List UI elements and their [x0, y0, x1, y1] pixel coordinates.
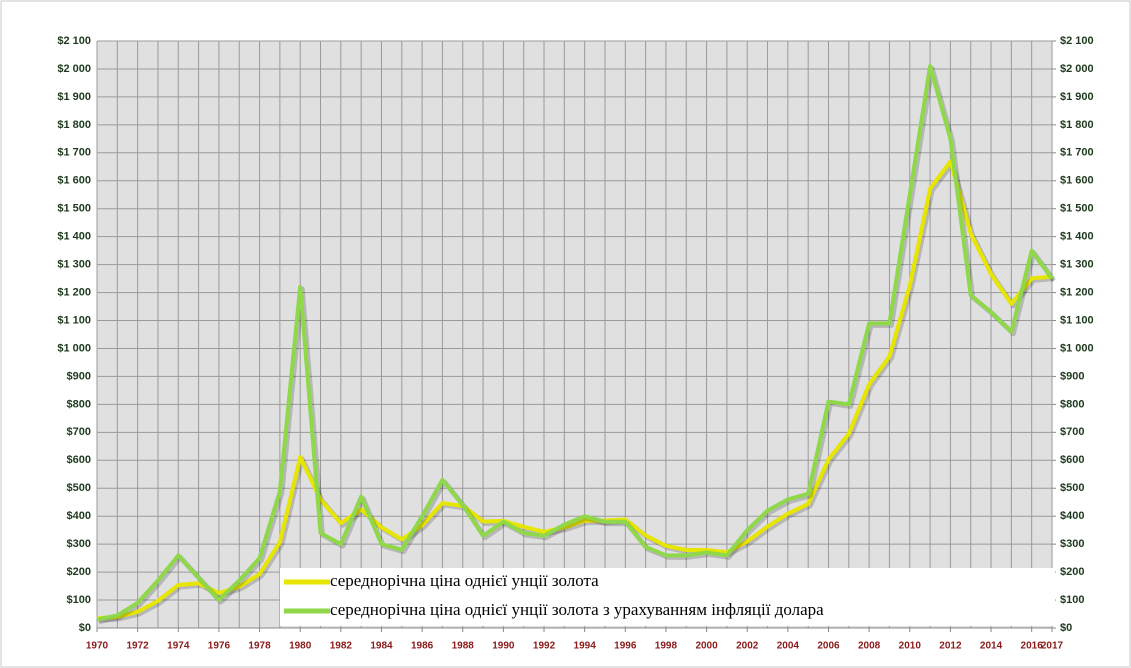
x-tick-label: 2000	[695, 641, 718, 652]
x-tick-label: 2004	[777, 641, 800, 652]
y2-tick-label: $400	[1060, 510, 1084, 522]
y-tick-label: $1 000	[57, 342, 91, 354]
y-tick-label: $1 900	[57, 91, 91, 103]
y-tick-label: $0	[79, 622, 91, 634]
y2-tick-label: $1 500	[1060, 203, 1094, 215]
y-tick-label: $1 700	[57, 147, 91, 159]
y-tick-label: $400	[67, 510, 91, 522]
y-tick-label: $2 100	[57, 35, 91, 47]
y2-tick-label: $1 100	[1060, 314, 1094, 326]
y2-tick-label: $300	[1060, 538, 1084, 550]
plot-area	[97, 41, 1052, 628]
x-tick-label: 1998	[655, 641, 678, 652]
y2-tick-label: $1 200	[1060, 286, 1094, 298]
y2-tick-label: $1 000	[1060, 342, 1094, 354]
y2-tick-label: $900	[1060, 370, 1084, 382]
x-tick-label: 1976	[208, 641, 231, 652]
x-tick-label: 1984	[370, 641, 393, 652]
y-tick-label: $300	[67, 538, 91, 550]
y-tick-label: $600	[67, 454, 91, 466]
legend-label: середнорічна ціна однієї унції золота з …	[330, 600, 824, 619]
y-tick-label: $500	[67, 482, 91, 494]
y-tick-label: $900	[67, 370, 91, 382]
series-line	[96, 64, 1054, 622]
y2-tick-label: $600	[1060, 454, 1084, 466]
y2-tick-label: $2 000	[1060, 63, 1094, 75]
y2-tick-label: $2 100	[1060, 35, 1094, 47]
series-shadow	[98, 160, 1055, 623]
series-line	[96, 159, 1053, 621]
y-tick-label: $100	[67, 594, 91, 606]
x-tick-label: 1982	[330, 641, 353, 652]
x-tick-label: 1970	[86, 641, 109, 652]
x-tick-label: 1988	[452, 641, 475, 652]
y-tick-label: $1 300	[57, 259, 91, 271]
y-tick-label: $1 600	[57, 175, 91, 187]
x-tick-label: 2012	[939, 641, 962, 652]
x-tick-label: 1994	[574, 641, 597, 652]
y2-tick-label: $0	[1060, 622, 1072, 634]
y2-tick-label: $1 800	[1060, 119, 1094, 131]
x-tick-label: 2008	[858, 641, 881, 652]
y-tick-label: $200	[67, 566, 91, 578]
y-tick-label: $2 000	[57, 63, 91, 75]
x-tick-label: 2014	[980, 641, 1003, 652]
x-tick-label: 2010	[899, 641, 922, 652]
x-tick-label: 2002	[736, 641, 759, 652]
x-tick-label: 1992	[533, 641, 556, 652]
y2-tick-label: $700	[1060, 426, 1084, 438]
y-tick-label: $1 200	[57, 286, 91, 298]
x-tick-label: 2017	[1041, 641, 1064, 652]
legend-label: середнорічна ціна однієї унції золота	[330, 571, 599, 590]
x-tick-label: 2016	[1021, 641, 1044, 652]
x-tick-label: 1990	[492, 641, 515, 652]
y2-tick-label: $1 600	[1060, 175, 1094, 187]
y-tick-label: $1 500	[57, 203, 91, 215]
y2-tick-label: $1 400	[1060, 231, 1094, 243]
y2-tick-label: $1 700	[1060, 147, 1094, 159]
x-tick-label: 1978	[248, 641, 271, 652]
y2-tick-label: $1 900	[1060, 91, 1094, 103]
legend-box	[280, 568, 1055, 626]
x-tick-label: 2006	[817, 641, 840, 652]
y-tick-label: $1 100	[57, 314, 91, 326]
x-tick-label: 1980	[289, 641, 312, 652]
y2-tick-label: $1 300	[1060, 259, 1094, 271]
y2-tick-label: $100	[1060, 594, 1084, 606]
y-tick-label: $700	[67, 426, 91, 438]
x-tick-label: 1974	[167, 641, 190, 652]
series-shadow	[98, 65, 1057, 625]
y-tick-label: $1 800	[57, 119, 91, 131]
y2-tick-label: $500	[1060, 482, 1084, 494]
y2-tick-label: $800	[1060, 398, 1084, 410]
y-tick-label: $800	[67, 398, 91, 410]
x-tick-label: 1996	[614, 641, 637, 652]
y2-tick-label: $200	[1060, 566, 1084, 578]
x-tick-label: 1972	[127, 641, 150, 652]
y-tick-label: $1 400	[57, 231, 91, 243]
x-tick-label: 1986	[411, 641, 434, 652]
